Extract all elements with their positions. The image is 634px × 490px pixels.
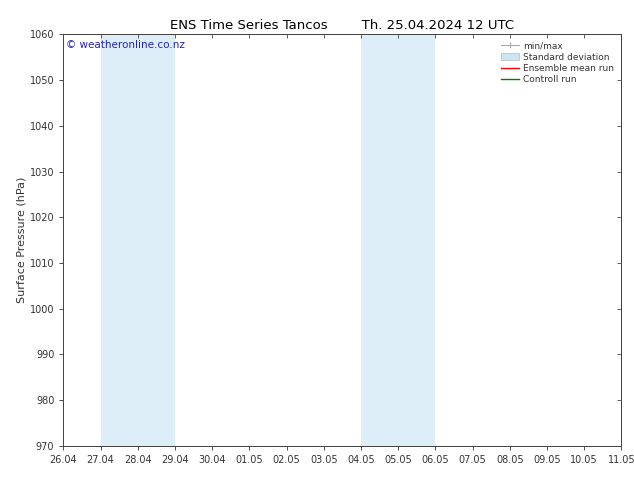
Legend: min/max, Standard deviation, Ensemble mean run, Controll run: min/max, Standard deviation, Ensemble me… [499, 39, 617, 87]
Title: ENS Time Series Tancos        Th. 25.04.2024 12 UTC: ENS Time Series Tancos Th. 25.04.2024 12… [171, 19, 514, 32]
Bar [621, 34, 634, 446]
Text: © weatheronline.co.nz: © weatheronline.co.nz [66, 41, 185, 50]
Bar [101, 34, 175, 446]
Y-axis label: Surface Pressure (hPa): Surface Pressure (hPa) [17, 177, 27, 303]
Bar [361, 34, 436, 446]
